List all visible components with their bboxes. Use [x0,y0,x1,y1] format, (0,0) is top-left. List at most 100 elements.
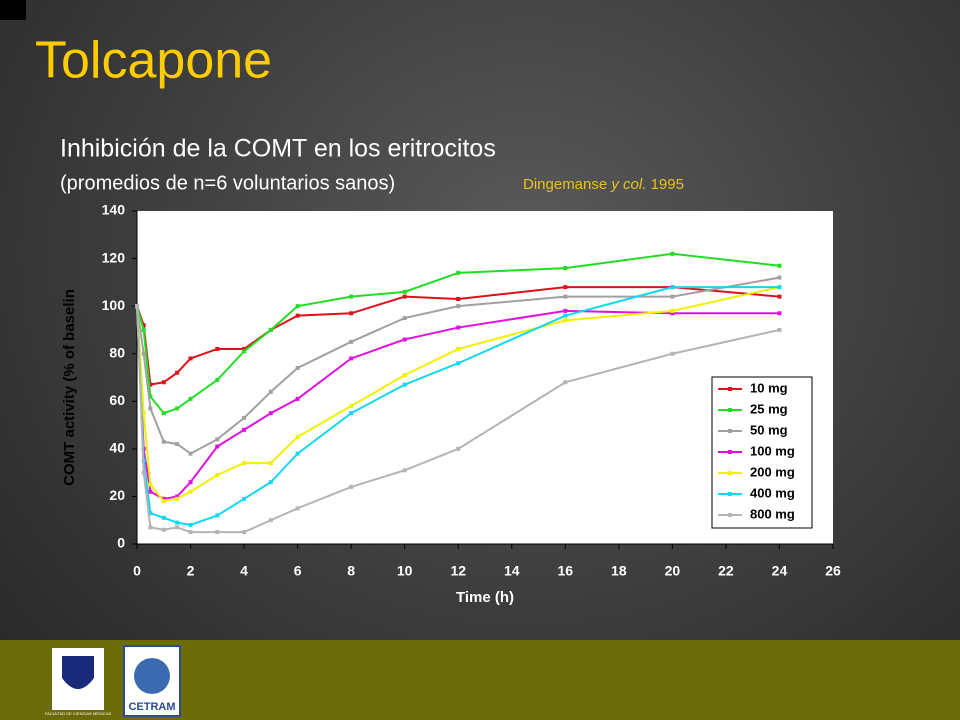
legend-label: 50 mg [750,422,788,437]
legend-label: 10 mg [750,380,788,395]
subtitle2: (promedios de n=6 voluntarios sanos) [60,172,395,194]
data-point [148,382,153,387]
x-tick-label: 18 [611,563,627,579]
x-tick-label: 22 [718,563,734,579]
data-point [402,337,407,342]
data-point [161,496,166,501]
series-line [136,286,780,503]
data-point [349,294,354,299]
data-point [349,404,354,409]
data-point [349,484,354,489]
series-line [136,252,780,415]
data-point [268,327,273,332]
data-point [148,482,153,487]
x-tick-label: 24 [772,563,788,579]
data-point [175,442,180,447]
data-point [295,396,300,401]
legend-marker [728,513,732,517]
data-point [141,411,146,416]
citation-etal: y col. [610,176,646,193]
data-point [215,377,220,382]
data-point [563,318,568,323]
legend-label: 100 mg [750,443,795,458]
data-point [402,382,407,387]
data-point [777,311,782,316]
x-tick-label: 2 [187,563,195,579]
data-point [402,468,407,473]
data-point [161,439,166,444]
data-point [268,411,273,416]
data-point [242,461,247,466]
data-point [175,406,180,411]
data-point [242,349,247,354]
series-line [136,306,780,534]
data-point [188,356,193,361]
y-tick-label: 140 [102,202,126,218]
series-line [136,286,780,527]
y-tick-label: 80 [109,344,125,360]
data-point [777,275,782,280]
data-point [670,251,675,256]
data-point [188,480,193,485]
data-point [777,263,782,268]
data-point [402,289,407,294]
data-point [268,518,273,523]
data-point [349,339,354,344]
x-tick-label: 26 [825,563,841,579]
data-point [161,380,166,385]
data-point [563,285,568,290]
citation: Dingemanse y col. 1995 [523,176,684,193]
data-point [215,530,220,535]
x-tick-label: 16 [558,563,574,579]
data-point [141,351,146,356]
x-tick-label: 14 [504,563,520,579]
data-point [148,525,153,530]
data-point [148,489,153,494]
data-point [242,346,247,351]
data-point [141,470,146,475]
data-point [295,304,300,309]
y-tick-label: 100 [102,297,126,313]
legend-label: 400 mg [750,485,795,500]
subtitle: Inhibición de la COMT en los eritrocitos [60,135,496,163]
x-tick-label: 4 [240,563,248,579]
data-point [402,373,407,378]
legend-marker [728,492,732,496]
data-point [295,313,300,318]
data-point [563,308,568,313]
data-point [402,294,407,299]
logo-left-text: FACULTAD DE CIENCIAS MÉDICAS [45,711,112,716]
legend-marker [728,387,732,391]
data-point [349,356,354,361]
data-point [215,473,220,478]
data-point [175,494,180,499]
data-point [268,389,273,394]
data-point [268,461,273,466]
data-point [456,446,461,451]
citation-author: Dingemanse [523,176,607,193]
data-point [563,266,568,271]
legend-marker [728,471,732,475]
data-point [215,437,220,442]
legend-marker [728,450,732,454]
data-point [161,527,166,532]
data-point [456,361,461,366]
data-point [670,351,675,356]
data-point [135,304,139,309]
data-point [188,530,193,535]
data-point [215,346,220,351]
data-point [402,316,407,321]
data-point [456,325,461,330]
data-point [148,394,153,399]
y-tick-label: 20 [109,487,125,503]
data-point [175,496,180,501]
data-point [349,411,354,416]
data-point [242,530,247,535]
legend-label: 25 mg [750,401,788,416]
data-point [456,270,461,275]
slide-title: Tolcapone [35,32,272,90]
data-point [175,370,180,375]
data-point [295,434,300,439]
data-point [456,297,461,302]
